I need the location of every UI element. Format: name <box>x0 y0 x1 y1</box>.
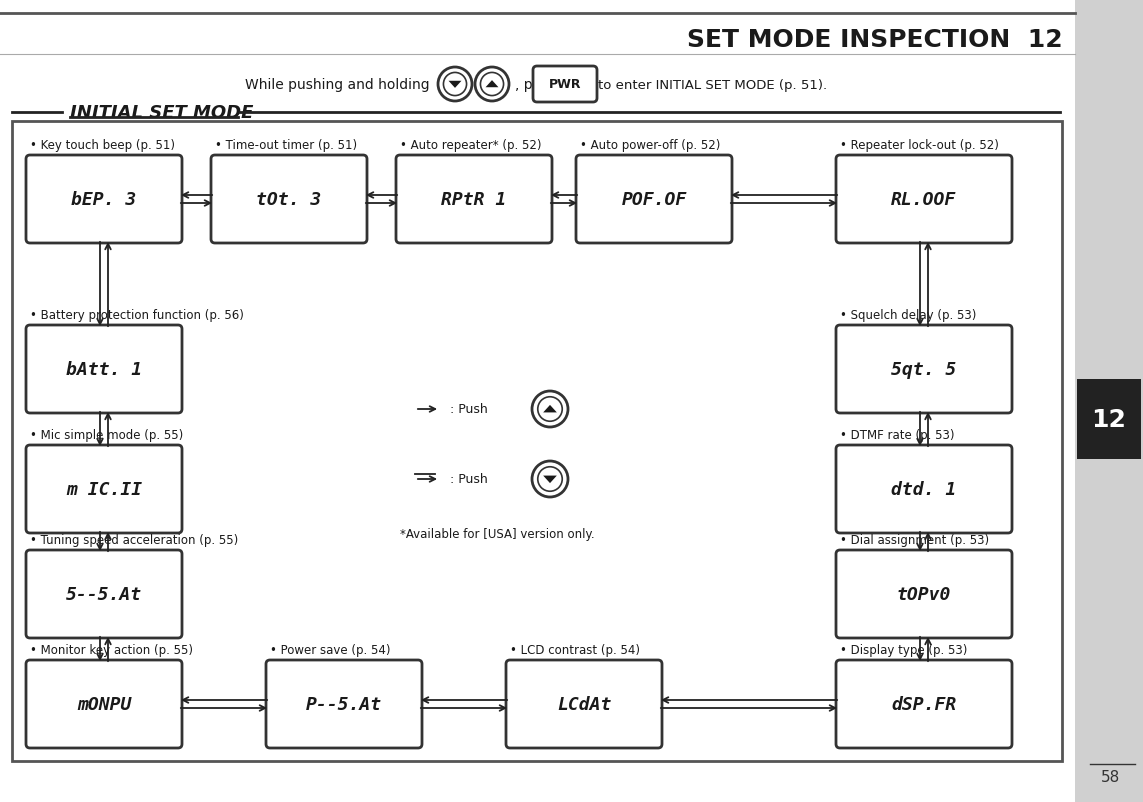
Text: • Squelch delay (p. 53): • Squelch delay (p. 53) <box>840 309 976 322</box>
FancyBboxPatch shape <box>395 156 552 244</box>
Text: 5--5.At: 5--5.At <box>66 585 142 603</box>
Text: : Push: : Push <box>450 403 488 416</box>
Text: tOt. 3: tOt. 3 <box>256 191 321 209</box>
FancyBboxPatch shape <box>26 550 182 638</box>
Text: to enter INITIAL SET MODE (p. 51).: to enter INITIAL SET MODE (p. 51). <box>598 79 828 91</box>
Text: : Push: : Push <box>450 473 488 486</box>
Polygon shape <box>543 476 557 484</box>
Text: PWR: PWR <box>549 79 582 91</box>
FancyBboxPatch shape <box>836 326 1012 414</box>
FancyBboxPatch shape <box>836 445 1012 533</box>
FancyBboxPatch shape <box>211 156 367 244</box>
Polygon shape <box>543 405 557 413</box>
Text: POF.OF: POF.OF <box>622 191 687 209</box>
Text: • Time-out timer (p. 51): • Time-out timer (p. 51) <box>215 139 357 152</box>
FancyBboxPatch shape <box>26 445 182 533</box>
Text: tOPv0: tOPv0 <box>897 585 951 603</box>
Text: m IC.II: m IC.II <box>66 480 142 498</box>
Text: 58: 58 <box>1101 770 1120 784</box>
Text: • Monitor key action (p. 55): • Monitor key action (p. 55) <box>30 643 193 656</box>
FancyBboxPatch shape <box>836 156 1012 244</box>
FancyBboxPatch shape <box>836 660 1012 748</box>
Bar <box>1076 0 1143 802</box>
Text: • Auto power-off (p. 52): • Auto power-off (p. 52) <box>580 139 720 152</box>
Text: INITIAL SET MODE: INITIAL SET MODE <box>70 104 254 122</box>
Text: While pushing and holding: While pushing and holding <box>246 78 430 92</box>
Text: • Display type (p. 53): • Display type (p. 53) <box>840 643 967 656</box>
Text: • DTMF rate (p. 53): • DTMF rate (p. 53) <box>840 428 954 441</box>
Text: dtd. 1: dtd. 1 <box>892 480 957 498</box>
Text: RL.OOF: RL.OOF <box>892 191 957 209</box>
Text: RPtR 1: RPtR 1 <box>441 191 506 209</box>
FancyBboxPatch shape <box>836 550 1012 638</box>
Text: 5qt. 5: 5qt. 5 <box>892 361 957 379</box>
FancyBboxPatch shape <box>266 660 422 748</box>
Text: LCdAt: LCdAt <box>557 695 612 713</box>
Text: • Mic simple mode (p. 55): • Mic simple mode (p. 55) <box>30 428 183 441</box>
Text: P--5.At: P--5.At <box>306 695 382 713</box>
Text: • Auto repeater* (p. 52): • Auto repeater* (p. 52) <box>400 139 542 152</box>
Text: dSP.FR: dSP.FR <box>892 695 957 713</box>
Text: • LCD contrast (p. 54): • LCD contrast (p. 54) <box>510 643 640 656</box>
Text: • Power save (p. 54): • Power save (p. 54) <box>270 643 391 656</box>
Text: • Repeater lock-out (p. 52): • Repeater lock-out (p. 52) <box>840 139 999 152</box>
Text: *Available for [USA] version only.: *Available for [USA] version only. <box>400 528 594 541</box>
Text: , push: , push <box>515 78 558 92</box>
FancyBboxPatch shape <box>26 156 182 244</box>
FancyBboxPatch shape <box>26 660 182 748</box>
Text: SET MODE INSPECTION  12: SET MODE INSPECTION 12 <box>687 28 1063 52</box>
Text: • Battery protection function (p. 56): • Battery protection function (p. 56) <box>30 309 243 322</box>
Text: 12: 12 <box>1092 407 1127 431</box>
FancyBboxPatch shape <box>533 67 597 103</box>
Bar <box>1077 379 1141 460</box>
Text: mONPU: mONPU <box>77 695 131 713</box>
Text: • Key touch beep (p. 51): • Key touch beep (p. 51) <box>30 139 175 152</box>
Bar <box>11 122 1062 761</box>
Text: bEP. 3: bEP. 3 <box>71 191 137 209</box>
Polygon shape <box>486 81 498 88</box>
Text: • Dial assignment (p. 53): • Dial assignment (p. 53) <box>840 533 989 546</box>
Text: • Tuning speed acceleration (p. 55): • Tuning speed acceleration (p. 55) <box>30 533 238 546</box>
FancyBboxPatch shape <box>26 326 182 414</box>
Text: bAtt. 1: bAtt. 1 <box>66 361 142 379</box>
FancyBboxPatch shape <box>576 156 732 244</box>
FancyBboxPatch shape <box>506 660 662 748</box>
Polygon shape <box>448 82 462 89</box>
